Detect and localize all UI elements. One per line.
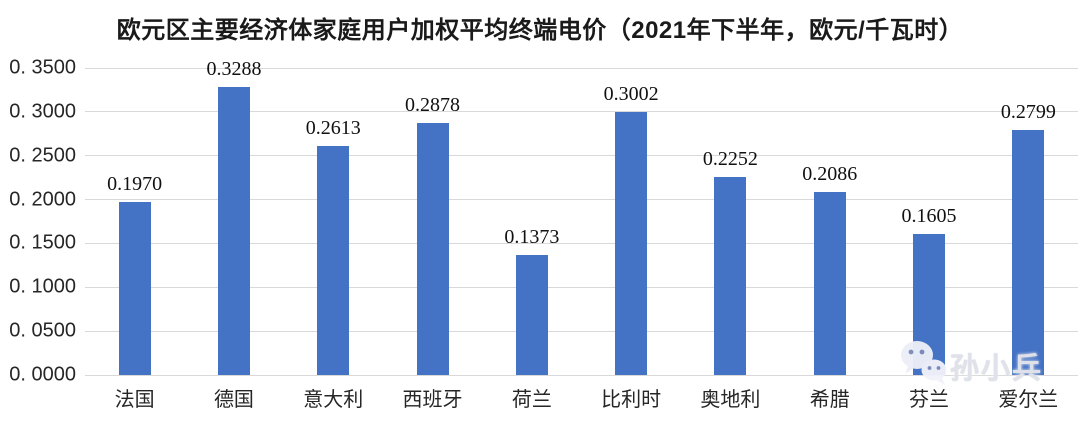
bar [615, 111, 648, 375]
bar [416, 122, 449, 375]
x-axis-label: 德国 [213, 389, 254, 411]
bar-slot: 0.3002 [581, 68, 680, 375]
x-axis-label: 荷兰 [511, 389, 552, 411]
chart-title: 欧元区主要经济体家庭用户加权平均终端电价（2021年下半年，欧元/千瓦时） [116, 17, 964, 44]
bar [317, 145, 350, 375]
bar-value-label: 0.2086 [802, 163, 858, 186]
x-axis-label: 西班牙 [402, 389, 463, 411]
y-tick-label: 0. 2500 [9, 144, 76, 167]
x-axis-label: 芬兰 [909, 389, 950, 411]
bar-value-label: 0.2878 [405, 93, 461, 116]
x-axis-label: 希腊 [809, 389, 850, 411]
y-tick-label: 0. 2000 [9, 188, 76, 211]
gridline [85, 330, 1078, 332]
bar-slot: 0.1605 [879, 68, 978, 375]
gridline [85, 374, 1078, 376]
bar-slot: 0.2252 [681, 68, 780, 375]
bar-value-label: 0.2613 [305, 116, 361, 139]
bar-value-label: 0.3002 [603, 82, 659, 105]
gridline [85, 242, 1078, 244]
y-tick-label: 0. 0000 [9, 363, 76, 386]
bar [118, 202, 151, 375]
gridline [85, 155, 1078, 157]
x-axis-label: 比利时 [601, 389, 662, 411]
gridline [85, 111, 1078, 113]
bar-slot: 0.2613 [284, 68, 383, 375]
bar [913, 234, 946, 375]
bar-slot: 0.3288 [184, 58, 283, 375]
bar-slot: 0.2086 [780, 68, 879, 375]
y-tick-label: 0. 1000 [9, 275, 76, 298]
bar-value-label: 0.3288 [206, 57, 262, 80]
x-axis-label: 法国 [114, 389, 155, 411]
y-tick-label: 0. 3000 [9, 100, 76, 123]
plot-area: 0.1970 0.3288 0.2613 0.2878 0.1373 0.3002 0.22… [85, 58, 1078, 376]
bar [714, 177, 747, 375]
gridline [85, 67, 1078, 69]
y-tick-label: 0. 1500 [9, 231, 76, 254]
bar [1012, 129, 1045, 375]
bar-value-label: 0.2799 [1000, 100, 1056, 123]
bar-value-label: 0.1373 [504, 225, 560, 248]
x-axis-label: 奥地利 [700, 389, 761, 411]
bar-slots: 0.1970 0.3288 0.2613 0.2878 0.1373 0.3002 0.22… [85, 58, 1078, 375]
x-axis-label: 意大利 [303, 389, 364, 411]
bar [217, 86, 250, 375]
bar-value-label: 0.1605 [901, 205, 957, 228]
bar-slot: 0.2878 [383, 68, 482, 375]
bar-slot: 0.1970 [85, 68, 184, 375]
gridline [85, 199, 1078, 201]
bar-slot: 0.2799 [979, 68, 1078, 375]
gridline [85, 286, 1078, 288]
y-tick-label: 0. 0500 [9, 319, 76, 342]
y-tick-label: 0. 3500 [9, 56, 76, 79]
bar-slot: 0.1373 [482, 68, 581, 375]
x-axis-label: 爱尔兰 [998, 389, 1059, 411]
bar [813, 192, 846, 375]
bar-value-label: 0.2252 [702, 148, 758, 171]
bar [515, 254, 548, 375]
x-axis: 法国 德国 意大利 西班牙 荷兰 比利时 奥地利 希腊 芬兰 爱尔兰 [85, 383, 1078, 412]
bar-value-label: 0.1970 [107, 173, 163, 196]
y-axis: 0. 3500 0. 3000 0. 2500 0. 2000 0. 1500 0. 10… [0, 57, 76, 386]
